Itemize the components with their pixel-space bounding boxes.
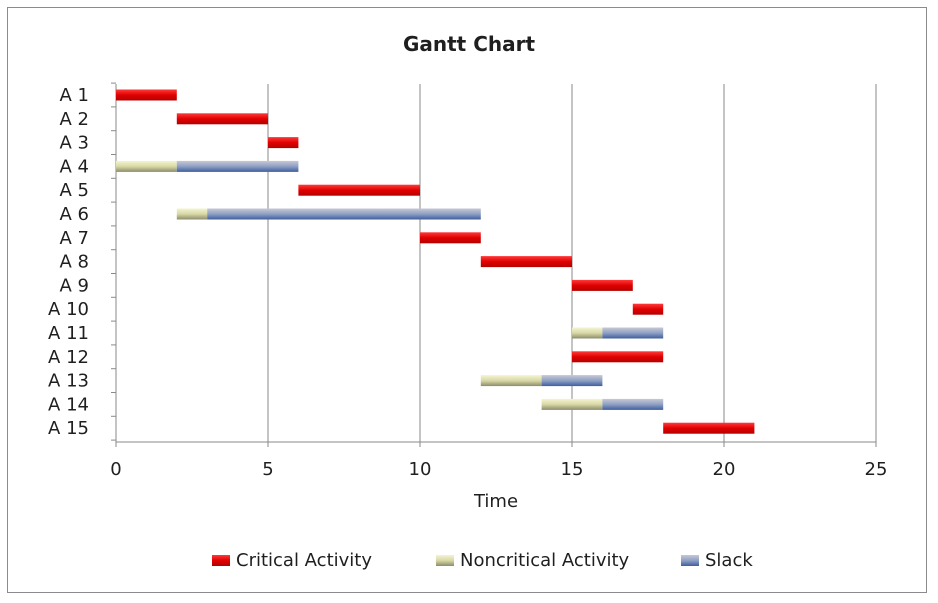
bar-critical-activity xyxy=(116,89,177,101)
bar-critical-activity xyxy=(176,113,268,125)
x-tick-label: 15 xyxy=(561,459,584,480)
y-tick-label: A 7 xyxy=(60,228,90,249)
y-tick-label: A 1 xyxy=(60,85,90,106)
y-tick-labels: A 1 A 2 A 3A 4 A 5 A 6 A 7 A 8A 9 A 10 A 11 A 12 A… xyxy=(48,85,89,439)
legend-label: Critical Activity xyxy=(236,550,372,571)
legend-swatch-slack xyxy=(681,555,699,566)
bar-critical-activity xyxy=(663,422,755,434)
legend-label: Slack xyxy=(705,550,753,571)
bar-slack xyxy=(602,327,664,339)
legend: Critical Activity Noncritical Activity Sla… xyxy=(212,550,753,571)
bar-critical-activity xyxy=(632,303,664,315)
bar-slack xyxy=(207,208,481,220)
bar-noncritical-activity xyxy=(176,208,208,220)
y-tick-label: A 3 xyxy=(60,133,90,154)
bar-critical-activity xyxy=(572,351,664,363)
bar-critical-activity xyxy=(572,279,633,291)
y-tick-label: A 11 xyxy=(48,323,89,344)
x-axis-label: Time xyxy=(473,491,518,512)
x-tick-label: 25 xyxy=(865,459,888,480)
y-tick-label: A 13 xyxy=(48,371,89,392)
bars xyxy=(116,89,755,434)
bar-critical-activity xyxy=(480,256,572,268)
y-tick-label: A 15 xyxy=(48,418,89,439)
x-tick-labels: 0 5 10 15 20 25 xyxy=(110,459,887,480)
x-tick-label: 5 xyxy=(262,459,273,480)
bar-critical-activity xyxy=(298,184,420,196)
y-tick-label: A 4 xyxy=(60,156,90,177)
bar-noncritical-activity xyxy=(541,398,603,410)
y-tick-label: A 9 xyxy=(60,275,90,296)
y-tick-label: A 10 xyxy=(48,299,89,320)
x-tick-label: 20 xyxy=(713,459,736,480)
axes xyxy=(111,82,877,447)
y-tick-label: A 12 xyxy=(48,347,89,368)
bar-slack xyxy=(541,375,603,387)
bar-noncritical-activity xyxy=(480,375,542,387)
chart-frame xyxy=(7,7,927,593)
x-tick-label: 0 xyxy=(110,459,121,480)
chart-title: Gantt Chart xyxy=(403,32,536,56)
bar-slack xyxy=(602,398,664,410)
legend-swatch-critical-activity xyxy=(212,555,230,566)
bar-critical-activity xyxy=(268,137,299,149)
legend-swatch-noncritical-activity xyxy=(436,555,454,566)
bar-noncritical-activity xyxy=(572,327,603,339)
y-tick-label: A 8 xyxy=(60,252,90,273)
y-tick-label: A 14 xyxy=(48,394,89,415)
bar-noncritical-activity xyxy=(116,160,177,172)
y-tick-label: A 6 xyxy=(60,204,90,225)
y-tick-label: A 5 xyxy=(60,180,90,201)
bar-critical-activity xyxy=(420,232,481,244)
y-tick-label: A 2 xyxy=(60,109,90,130)
x-tick-label: 10 xyxy=(409,459,432,480)
legend-label: Noncritical Activity xyxy=(460,550,630,571)
bar-slack xyxy=(176,160,299,172)
